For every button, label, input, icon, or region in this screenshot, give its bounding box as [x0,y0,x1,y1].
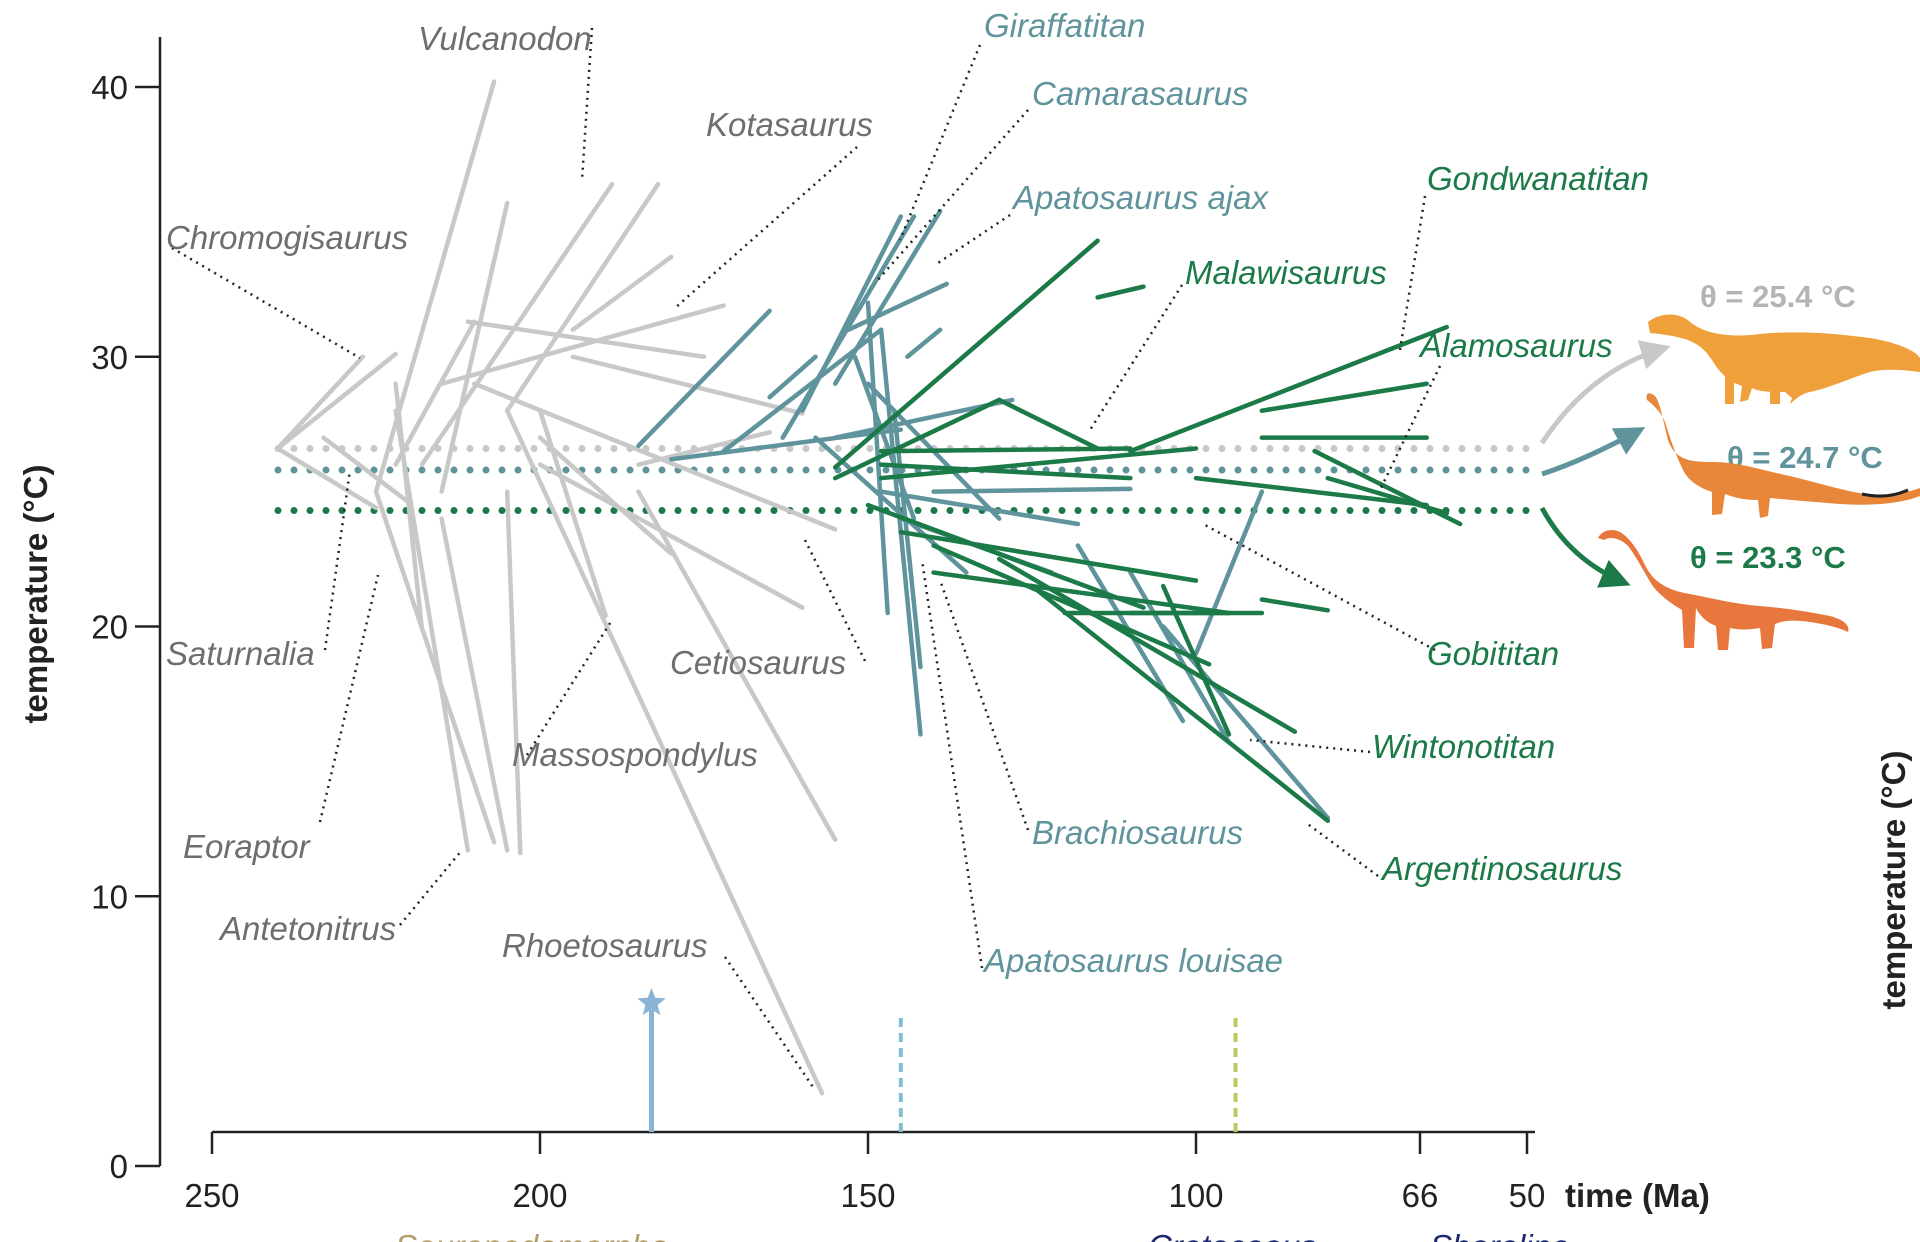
branch-segment [376,492,494,843]
leader-line [320,575,378,822]
species-label: Antetonitrus [218,910,396,947]
leader-line [675,147,857,308]
x-tick-label: 66 [1402,1177,1439,1214]
cut-label-shoreline: Shoreline [1430,1228,1569,1242]
leader-line [1090,285,1182,430]
dinosaur-silhouette-icon [1648,315,1920,405]
event-markers [637,988,1235,1132]
branch-segment [783,216,914,437]
species-label: Wintonotitan [1372,728,1555,765]
species-label: Brachiosaurus [1032,814,1243,851]
cut-label-right-axis: temperature (°C) [1875,751,1912,1010]
y-tick-label: 0 [110,1148,128,1185]
branch-segment [1098,287,1144,298]
species-label: Giraffatitan [984,7,1145,44]
arrow-titanosauria [1542,508,1625,583]
branch-segment [1196,492,1262,654]
branch-segment [1262,600,1328,611]
species-label: Vulcanodon [418,20,592,57]
x-tick-label: 250 [184,1177,239,1214]
branch-segment [907,330,940,357]
arrow-macronaria [1542,430,1640,474]
branch-segment [442,519,508,851]
x-tick-label: 200 [512,1177,567,1214]
species-label: Massospondylus [512,736,758,773]
cut-label-sauropodomorpha: Sauropodomorpha [395,1228,668,1242]
branch-segment [835,211,940,384]
branch-segment [881,448,1130,451]
leader-line [172,248,360,358]
leader-line [325,470,350,650]
branch-segment [835,241,1097,468]
optimum-arrows [1542,348,1665,583]
branch-segment [376,82,494,492]
branch-segment [278,448,376,507]
x-tick-label: 50 [1509,1177,1546,1214]
leader-line [922,560,982,968]
y-ticks: 0 10 20 30 40 [91,69,160,1185]
leader-line [400,850,462,925]
species-label: Cetiosaurus [670,644,846,681]
species-label: Malawisaurus [1185,254,1387,291]
branch-segment [442,305,724,383]
branch-segment [999,400,1097,449]
species-label: Gondwanatitan [1427,160,1649,197]
leader-line [805,540,865,661]
species-label: Apatosaurus ajax [1011,179,1269,216]
x-axis-title: time (Ma) [1565,1177,1710,1214]
branch-segment [573,357,803,414]
species-label: Alamosaurus [1418,327,1613,364]
leader-line [935,215,1010,265]
cut-label-cretaceous: Cretaceous [1148,1228,1317,1242]
branch-segment [999,559,1295,732]
species-label: Kotasaurus [706,106,873,143]
branch-segment [278,357,363,449]
branch-segment [507,492,520,853]
x-ticks: 250 200 150 100 66 50 [184,1132,1545,1214]
branch-segment [1315,451,1461,524]
branch-segment [442,203,508,492]
theta-titanosauria-label: θ = 23.3 °C [1690,540,1846,575]
x-tick-label: 150 [840,1177,895,1214]
y-tick-label: 30 [91,339,128,376]
branch-segment [468,322,704,357]
theta-basal-label: θ = 25.4 °C [1700,279,1856,314]
x-tick-label: 100 [1168,1177,1223,1214]
y-axis-title: temperature (°C) [17,465,54,724]
branch-segment [324,438,409,503]
branch-segment [278,354,396,448]
species-label: Chromogisaurus [166,219,408,256]
species-label: Camarasaurus [1032,75,1248,112]
species-label: Argentinosaurus [1380,850,1622,887]
leader-line [940,580,1028,830]
species-label: Eoraptor [183,828,312,865]
branch-segment [934,489,1131,492]
species-label: Gobititan [1427,635,1559,672]
leader-line [876,110,1028,282]
species-label: Apatosaurus louisae [982,942,1283,979]
leader-line [1305,822,1378,876]
y-tick-label: 20 [91,609,128,646]
branch-segment [507,184,658,411]
leader-line [527,620,612,755]
species-labels: Vulcanodon Kotasaurus Chromogisaurus Saturn… [166,7,1649,979]
species-label: Rhoetosaurus [502,927,707,964]
y-tick-label: 40 [91,69,128,106]
species-label: Saturnalia [166,635,315,672]
y-tick-label: 10 [91,878,128,915]
